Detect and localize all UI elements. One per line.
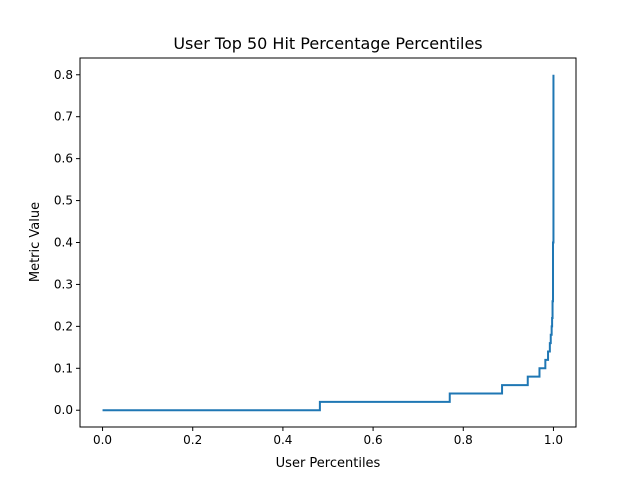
- y-tick-label: 0.5: [54, 194, 73, 208]
- y-tick-label: 0.4: [54, 236, 73, 250]
- y-tick-label: 0.2: [54, 319, 73, 333]
- chart-title: User Top 50 Hit Percentage Percentiles: [173, 34, 482, 53]
- y-tick-label: 0.8: [54, 68, 73, 82]
- y-tick-label: 0.3: [54, 277, 73, 291]
- x-tick-label: 0.8: [454, 433, 473, 447]
- y-tick-label: 0.7: [54, 110, 73, 124]
- y-tick-label: 0.6: [54, 152, 73, 166]
- x-axis-label: User Percentiles: [276, 456, 381, 471]
- x-tick-label: 0.4: [273, 433, 292, 447]
- y-tick-label: 0.0: [54, 403, 73, 417]
- x-tick-label: 0.2: [183, 433, 202, 447]
- x-tick-label: 0.6: [364, 433, 383, 447]
- y-axis-label: Metric Value: [28, 202, 43, 282]
- x-tick-label: 0.0: [93, 433, 112, 447]
- plot-area: 0.0 0.2 0.4 0.6 0.8 1.0 0.0 0.1 0.2 0.3 0.4 0.5 0.6 0…: [54, 57, 577, 447]
- y-tick-label: 0.1: [54, 361, 73, 375]
- series-line-0: [102, 74, 555, 412]
- x-tick-label: 1.0: [544, 433, 563, 447]
